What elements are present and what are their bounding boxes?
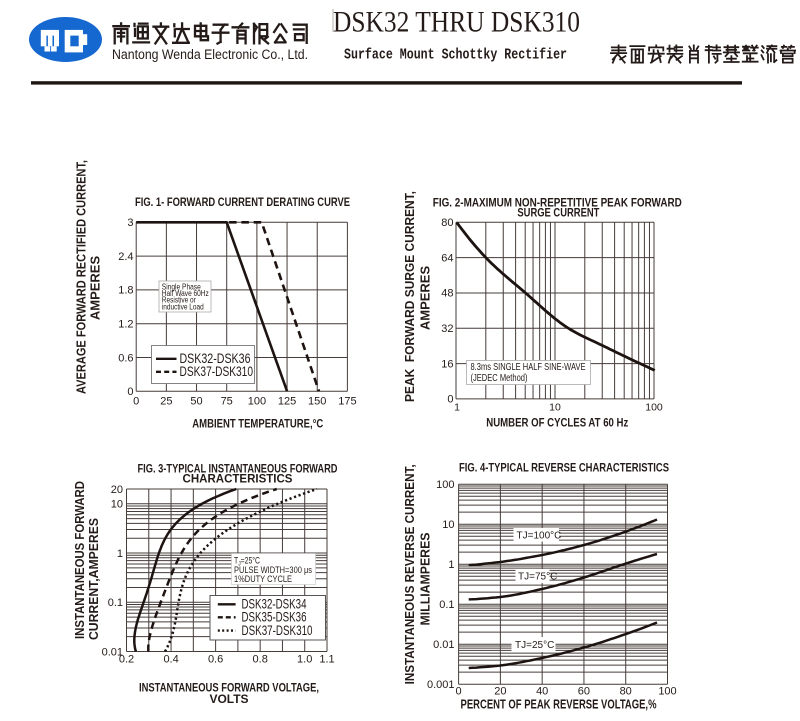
svg-text:AMPERES: AMPERES (418, 266, 433, 331)
svg-text:1%DUTY CYCLE: 1%DUTY CYCLE (234, 574, 292, 584)
svg-text:AMBIENT TEMPERATURE,°C: AMBIENT TEMPERATURE,°C (192, 417, 323, 431)
svg-text:FIG. 2-MAXIMUM NON-REPETITIVE: FIG. 2-MAXIMUM NON-REPETITIVE PEAK FORWA… (433, 198, 682, 210)
svg-text:20: 20 (111, 484, 123, 496)
svg-text:INSTANTANEOUS FORWARD: INSTANTANEOUS FORWARD (72, 481, 87, 639)
svg-text:100: 100 (436, 479, 454, 491)
svg-text:PERCENT OF PEAK REVERSE VOLTAG: PERCENT OF PEAK REVERSE VOLTAGE,% (461, 698, 657, 712)
svg-text:1: 1 (117, 548, 123, 560)
svg-text:80: 80 (620, 686, 632, 698)
svg-text:125: 125 (278, 396, 296, 408)
svg-text:8.3ms SINGLE HALF SINE-WAVE: 8.3ms SINGLE HALF SINE-WAVE (471, 361, 586, 373)
svg-text:(JEDEC Method): (JEDEC Method) (471, 372, 528, 384)
svg-text:TJ=75°C: TJ=75°C (518, 572, 557, 583)
svg-text:DSK32 THRU DSK310: DSK32 THRU DSK310 (333, 6, 580, 39)
svg-text:25: 25 (160, 396, 172, 408)
svg-text:0: 0 (133, 396, 139, 408)
svg-text:TJ=25°C: TJ=25°C (515, 640, 554, 651)
svg-text:SURGE CURRENT: SURGE CURRENT (517, 208, 599, 220)
svg-text:NUMBER OF CYCLES AT 60 Hz: NUMBER OF CYCLES AT 60 Hz (486, 416, 628, 430)
svg-text:CURRENT,AMPERES: CURRENT,AMPERES (86, 518, 101, 640)
svg-text:100: 100 (248, 396, 266, 408)
svg-text:INSTANTANEOUS FORWARD VOLTAGE,: INSTANTANEOUS FORWARD VOLTAGE, (139, 681, 319, 695)
svg-text:1.1: 1.1 (319, 654, 334, 666)
svg-text:150: 150 (308, 396, 326, 408)
svg-text:64: 64 (441, 252, 453, 264)
svg-text:DSK37-DSK310: DSK37-DSK310 (180, 364, 254, 379)
svg-text:100: 100 (658, 686, 676, 698)
svg-text:PULSE WIDTH=300 μs: PULSE WIDTH=300 μs (234, 565, 312, 575)
svg-text:AVERAGE FORWARD RECTIFIED CURR: AVERAGE FORWARD RECTIFIED CURRENT, (74, 160, 89, 394)
svg-text:Surface Mount Schottky Rectifi: Surface Mount Schottky Rectifier (344, 47, 567, 64)
svg-text:Half Wave 60Hz: Half Wave 60Hz (162, 289, 209, 298)
svg-text:80: 80 (441, 217, 453, 229)
svg-text:0.1: 0.1 (439, 599, 454, 611)
svg-text:20: 20 (494, 686, 506, 698)
svg-text:DSK37-DSK310: DSK37-DSK310 (242, 623, 313, 638)
svg-text:0.01: 0.01 (102, 646, 123, 658)
svg-text:INSTANTANEOUS REVERSE CURRENT,: INSTANTANEOUS REVERSE CURRENT, (402, 464, 417, 684)
svg-text:Resistive or: Resistive or (162, 296, 196, 305)
svg-text:inductive Load: inductive Load (162, 302, 204, 311)
svg-text:48: 48 (441, 288, 453, 300)
svg-text:Single Phase: Single Phase (162, 283, 201, 292)
svg-text:2.4: 2.4 (118, 251, 133, 263)
svg-text:0.2: 0.2 (119, 654, 134, 666)
svg-text:32: 32 (441, 323, 453, 335)
svg-text:MILLIAMPERES: MILLIAMPERES (417, 532, 432, 625)
svg-text:1: 1 (448, 559, 454, 571)
svg-text:10: 10 (549, 402, 561, 414)
svg-text:CHARACTERISTICS: CHARACTERISTICS (183, 474, 293, 486)
svg-text:75: 75 (221, 396, 233, 408)
svg-text:3: 3 (127, 217, 133, 229)
svg-text:0: 0 (127, 386, 133, 398)
svg-text:DSK32-DSK36: DSK32-DSK36 (180, 351, 251, 366)
svg-text:FIG. 1- FORWARD CURRENT DERATI: FIG. 1- FORWARD CURRENT DERATING CURVE (135, 197, 350, 209)
svg-text:TJ=100°C: TJ=100°C (517, 531, 562, 542)
svg-text:10: 10 (111, 499, 123, 511)
svg-text:0.6: 0.6 (208, 654, 223, 666)
svg-text:60: 60 (578, 686, 590, 698)
svg-text:100: 100 (645, 402, 663, 414)
svg-text:0: 0 (447, 394, 453, 406)
svg-text:1.0: 1.0 (297, 654, 312, 666)
svg-text:1.8: 1.8 (118, 285, 133, 297)
svg-text:0.01: 0.01 (433, 639, 454, 651)
svg-text:PEAK FORWARD SURGE CURRENT,: PEAK FORWARD SURGE CURRENT, (402, 191, 417, 402)
svg-text:10: 10 (442, 519, 454, 531)
svg-text:0.001: 0.001 (427, 679, 455, 691)
svg-text:0: 0 (456, 686, 462, 698)
svg-text:175: 175 (338, 396, 356, 408)
svg-text:DSK32-DSK34: DSK32-DSK34 (242, 597, 307, 612)
svg-text:FIG. 3-TYPICAL INSTANTANEOUS F: FIG. 3-TYPICAL INSTANTANEOUS FORWARD (138, 464, 338, 476)
svg-text:TJ=25°C: TJ=25°C (234, 555, 260, 567)
svg-text:AMPERES: AMPERES (88, 256, 103, 321)
svg-text:0.6: 0.6 (118, 352, 133, 364)
svg-text:16: 16 (441, 358, 453, 370)
svg-text:VOLTS: VOLTS (209, 692, 248, 706)
svg-text:1: 1 (454, 402, 460, 414)
svg-text:DSK35-DSK36: DSK35-DSK36 (242, 610, 307, 625)
svg-text:40: 40 (536, 686, 548, 698)
svg-text:Nantong Wenda Electronic Co.,: Nantong Wenda Electronic Co., Ltd. (112, 47, 308, 62)
svg-text:1.2: 1.2 (118, 319, 133, 331)
svg-text:50: 50 (190, 396, 202, 408)
svg-text:0.1: 0.1 (108, 597, 123, 609)
svg-text:FIG. 4-TYPICAL REVERSE CHARACT: FIG. 4-TYPICAL REVERSE CHARACTERISTICS (459, 463, 669, 475)
svg-text:0.4: 0.4 (163, 654, 178, 666)
svg-text:0.8: 0.8 (253, 654, 268, 666)
